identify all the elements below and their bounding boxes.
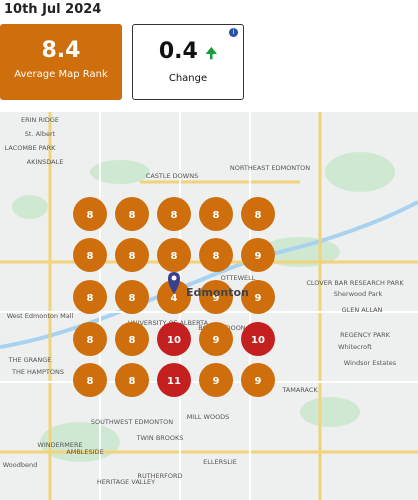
- rank-marker: [115, 238, 149, 272]
- rank-value: 8: [213, 210, 220, 221]
- rank-value: 10: [251, 335, 265, 346]
- place-label: CLOVER BAR RESEARCH PARK: [306, 279, 404, 287]
- rank-value: 10: [167, 335, 181, 346]
- rank-marker: [73, 197, 107, 231]
- rank-marker: [241, 322, 275, 356]
- rank-value: 8: [213, 251, 220, 262]
- place-label: AMBLESIDE: [66, 448, 103, 456]
- rank-marker: [157, 280, 191, 314]
- rank-marker: [241, 280, 275, 314]
- rank-value: 8.4: [41, 38, 81, 63]
- place-label: REGENCY PARK: [340, 331, 391, 339]
- rank-value: 9: [255, 293, 262, 304]
- rank-marker: [115, 197, 149, 231]
- rank-value: 9: [255, 251, 262, 262]
- rank-marker: [199, 280, 233, 314]
- rank-marker: [157, 363, 191, 397]
- rank-card: 8.4 Average Map Rank: [0, 24, 122, 100]
- rank-label: Average Map Rank: [14, 69, 108, 80]
- rank-value: 8: [129, 293, 136, 304]
- rank-value: 8: [255, 210, 262, 221]
- place-label: THE HAMPTONS: [11, 368, 64, 376]
- up-arrow: 🠉: [205, 46, 218, 62]
- rank-value: 8: [171, 251, 178, 262]
- rank-value: 8: [129, 376, 136, 387]
- place-label: TAMARACK: [281, 386, 318, 394]
- place-label: OTTEWELL: [221, 274, 256, 282]
- place-label: Sherwood Park: [334, 290, 383, 298]
- place-label: Windsor Estates: [344, 359, 397, 367]
- change-value: 0.4: [158, 39, 198, 64]
- place-label: SOUTHWEST EDMONTON: [91, 418, 173, 426]
- place-label: THE GRANGE: [8, 356, 52, 364]
- rank-value: 9: [213, 335, 220, 346]
- rank-marker: [115, 363, 149, 397]
- place-label: West Edmonton Mall: [7, 312, 74, 320]
- rank-value: 8: [87, 376, 94, 387]
- rank-marker: [157, 238, 191, 272]
- map: ERIN RIDGE St. Albert LACOMBE PARK AKINSDAL…: [0, 112, 418, 500]
- rank-value: 9: [213, 293, 220, 304]
- rank-value: 8: [129, 335, 136, 346]
- rank-value: 8: [129, 251, 136, 262]
- rank-value: 8: [87, 251, 94, 262]
- rank-marker: [73, 322, 107, 356]
- place-label: HERITAGE VALLEY: [97, 478, 155, 486]
- place-label: RUTHERFORD: [137, 472, 182, 480]
- rank-marker: [157, 322, 191, 356]
- info-icon[interactable]: i: [229, 28, 238, 37]
- rank-marker: [241, 363, 275, 397]
- place-label: Whitecroft: [338, 343, 372, 351]
- rank-marker: [241, 197, 275, 231]
- pin-label: Edmonton: [186, 286, 249, 299]
- rank-marker: [73, 363, 107, 397]
- change-label: Change: [168, 73, 208, 84]
- rank-marker: [73, 238, 107, 272]
- rank-value: 9: [213, 376, 220, 387]
- rank-value: 9: [255, 376, 262, 387]
- rank-marker: [199, 197, 233, 231]
- rank-marker: [199, 322, 233, 356]
- rank-marker: [73, 280, 107, 314]
- rank-marker: [115, 322, 149, 356]
- place-label: GLEN ALLAN: [342, 306, 383, 314]
- rank-value: 8: [87, 335, 94, 346]
- rank-value: 8: [87, 210, 94, 221]
- pin: Edmonton: [168, 272, 249, 299]
- rank-value: 8: [171, 210, 178, 221]
- rank-value: 4: [171, 293, 178, 304]
- place-label: St. Albert: [25, 130, 56, 138]
- rank-grid: 8 8 8 8 8 8 8 8 8 9 8 8 4 9 9 8 8 10 9 10 8 8 11 9 9: [73, 197, 275, 397]
- date: 10th Jul 2024: [4, 2, 102, 17]
- place-label: WINDERMERE: [37, 441, 82, 449]
- rank-value: 11: [167, 376, 181, 387]
- rank-marker: [241, 238, 275, 272]
- rank-marker: [199, 363, 233, 397]
- place-label: ERIN RIDGE: [21, 116, 59, 124]
- place-label: AKINSDALE: [27, 158, 64, 166]
- place-label: ELLERSLIE: [203, 458, 237, 466]
- place-label: LACOMBE PARK: [5, 144, 56, 152]
- place-label: Woodbend: [3, 461, 38, 469]
- rank-marker: [157, 197, 191, 231]
- place-label: CASTLE DOWNS: [146, 172, 198, 180]
- place-label: NORTHEAST EDMONTON: [230, 164, 310, 172]
- change-card: i 0.4 🠉 Change: [132, 24, 244, 100]
- place-label: TWIN BROOKS: [136, 434, 184, 442]
- change-value-row: 0.4 🠉: [133, 39, 243, 67]
- rank-marker: [199, 238, 233, 272]
- rank-value: 8: [129, 210, 136, 221]
- rank-marker: [115, 280, 149, 314]
- rank-value: 8: [87, 293, 94, 304]
- place-label: MILL WOODS: [187, 413, 230, 421]
